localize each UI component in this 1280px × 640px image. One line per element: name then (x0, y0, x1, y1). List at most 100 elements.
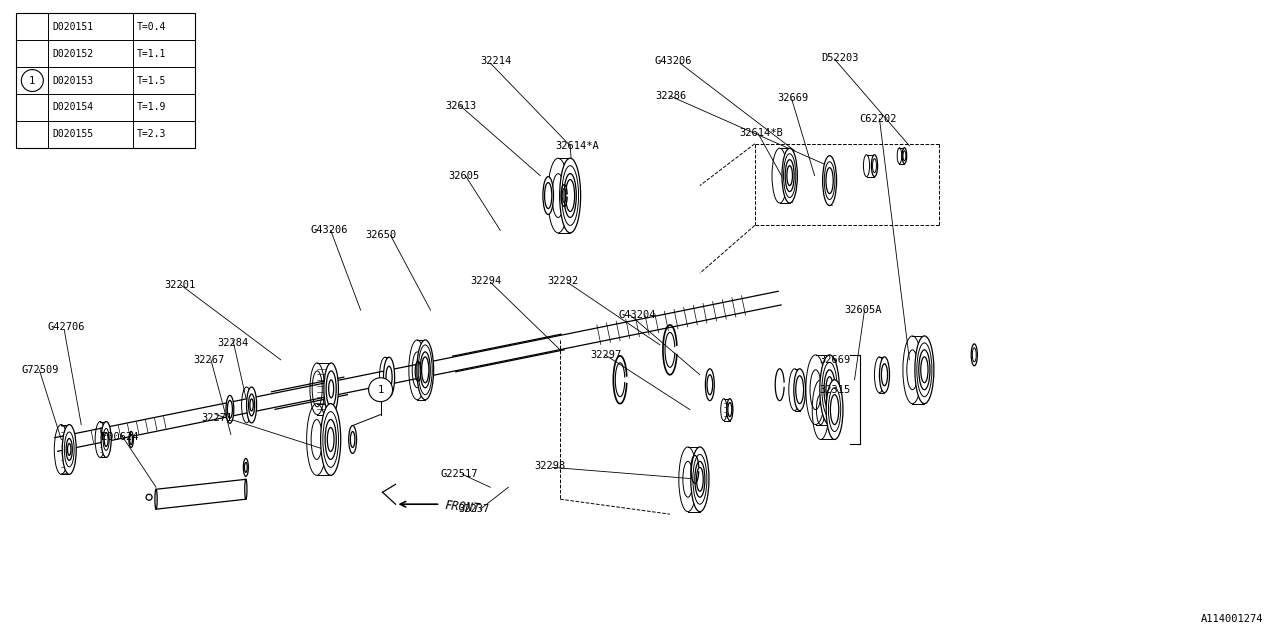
Text: 32286: 32286 (655, 91, 686, 101)
Ellipse shape (783, 154, 796, 198)
Text: 32669: 32669 (819, 355, 851, 365)
Ellipse shape (543, 177, 553, 214)
Ellipse shape (972, 344, 978, 366)
Ellipse shape (782, 148, 797, 203)
Ellipse shape (421, 357, 429, 383)
Ellipse shape (831, 395, 838, 424)
Ellipse shape (67, 438, 72, 460)
Ellipse shape (228, 401, 233, 419)
Ellipse shape (705, 369, 714, 401)
Ellipse shape (417, 340, 434, 400)
Ellipse shape (129, 435, 133, 444)
Ellipse shape (873, 159, 877, 173)
Ellipse shape (728, 403, 732, 417)
Ellipse shape (323, 412, 338, 467)
Ellipse shape (248, 394, 255, 416)
Text: G43204: G43204 (618, 310, 655, 320)
Ellipse shape (973, 348, 977, 362)
Text: C62202: C62202 (860, 114, 897, 124)
Text: 1: 1 (29, 76, 36, 86)
Ellipse shape (828, 388, 841, 431)
Ellipse shape (155, 489, 157, 509)
Ellipse shape (146, 494, 152, 500)
Text: D020153: D020153 (52, 76, 93, 86)
Text: A114001274: A114001274 (1201, 614, 1263, 623)
Text: 32650: 32650 (366, 230, 397, 241)
Ellipse shape (566, 180, 575, 211)
Ellipse shape (564, 173, 576, 218)
Text: 32613: 32613 (445, 101, 476, 111)
Ellipse shape (247, 387, 256, 423)
Text: 32292: 32292 (548, 276, 579, 286)
Ellipse shape (351, 431, 355, 447)
Text: D020151: D020151 (52, 22, 93, 32)
Ellipse shape (562, 166, 579, 225)
Ellipse shape (63, 424, 77, 474)
Ellipse shape (819, 355, 840, 424)
Ellipse shape (902, 151, 906, 161)
Ellipse shape (692, 454, 707, 504)
Ellipse shape (826, 168, 833, 193)
Ellipse shape (915, 336, 934, 404)
Ellipse shape (919, 350, 931, 390)
Text: T=1.5: T=1.5 (137, 76, 166, 86)
Ellipse shape (882, 364, 887, 386)
Ellipse shape (324, 363, 338, 415)
Ellipse shape (902, 148, 906, 164)
Ellipse shape (822, 362, 837, 417)
Text: 32297: 32297 (590, 350, 621, 360)
Ellipse shape (691, 447, 709, 511)
Text: D020152: D020152 (52, 49, 93, 59)
Ellipse shape (824, 370, 835, 410)
Text: D020154: D020154 (52, 102, 93, 113)
Text: 32298: 32298 (534, 461, 566, 472)
Text: T=2.3: T=2.3 (137, 129, 166, 140)
Ellipse shape (104, 433, 108, 447)
Ellipse shape (696, 467, 703, 492)
Bar (17, 13, 195, 148)
Ellipse shape (348, 426, 357, 453)
Ellipse shape (727, 399, 733, 420)
Text: 32214: 32214 (480, 56, 512, 66)
Ellipse shape (328, 428, 334, 451)
Text: 32294: 32294 (470, 276, 502, 286)
Ellipse shape (794, 369, 805, 411)
Ellipse shape (329, 380, 334, 398)
Text: T=1.9: T=1.9 (137, 102, 166, 113)
Text: 32315: 32315 (819, 385, 851, 395)
Ellipse shape (879, 357, 890, 393)
Text: G22517: G22517 (440, 469, 477, 479)
Ellipse shape (785, 160, 794, 191)
Text: 32614*B: 32614*B (740, 128, 783, 138)
Ellipse shape (387, 366, 392, 388)
Ellipse shape (384, 357, 394, 397)
Ellipse shape (695, 461, 705, 497)
Ellipse shape (325, 420, 337, 460)
Text: G43206: G43206 (311, 225, 348, 236)
Ellipse shape (872, 155, 878, 177)
Ellipse shape (129, 431, 133, 447)
Ellipse shape (64, 432, 74, 467)
Text: 32669: 32669 (778, 93, 809, 103)
Ellipse shape (544, 182, 552, 209)
Ellipse shape (823, 156, 837, 205)
Ellipse shape (101, 422, 111, 458)
Ellipse shape (244, 462, 247, 472)
Ellipse shape (920, 357, 928, 383)
Ellipse shape (787, 166, 792, 186)
Ellipse shape (244, 479, 247, 499)
Ellipse shape (243, 458, 248, 476)
Ellipse shape (326, 371, 337, 407)
Text: G42706: G42706 (47, 322, 84, 332)
Text: FRONT: FRONT (444, 499, 481, 515)
Ellipse shape (707, 375, 713, 395)
Ellipse shape (250, 399, 253, 411)
Text: T=0.4: T=0.4 (137, 22, 166, 32)
Ellipse shape (104, 429, 109, 451)
Text: D52203: D52203 (822, 53, 859, 63)
Text: 32605A: 32605A (845, 305, 882, 315)
Text: 32267: 32267 (193, 355, 224, 365)
Text: T=1.1: T=1.1 (137, 49, 166, 59)
Ellipse shape (320, 404, 340, 476)
Ellipse shape (420, 352, 430, 388)
